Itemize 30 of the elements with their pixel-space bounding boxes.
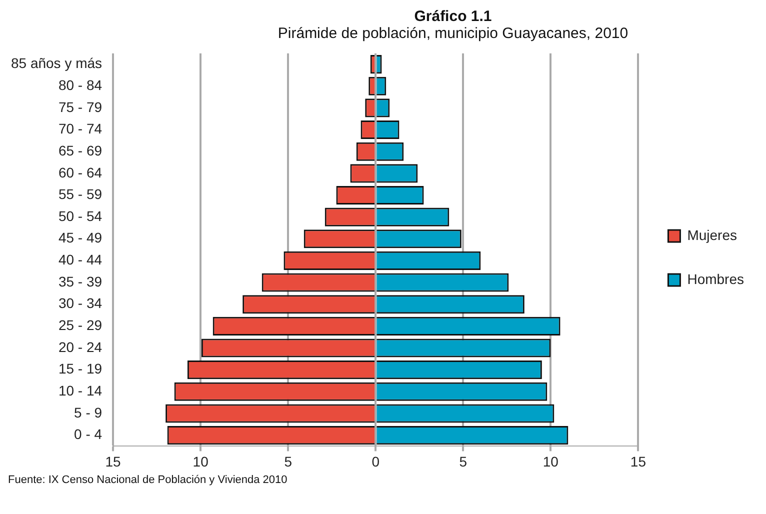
chart-title: Gráfico 1.1 [413,8,493,25]
y-tick-label: 60 - 64 [58,164,102,180]
x-tick-label: 5 [284,453,292,470]
y-tick-label: 35 - 39 [58,273,102,290]
y-tick-label: 45 - 49 [58,230,102,246]
y-tick-label: 0 - 4 [74,426,102,442]
x-tick-label: 15 [630,453,646,470]
y-tick-label: 10 - 14 [58,382,102,399]
y-tick-label: 20 - 24 [58,338,102,355]
y-tick-label: 40 - 44 [58,252,102,268]
source-note: Fuente: IX Censo Nacional de Población y Vivienda 2010 [8,474,288,486]
y-tick-label: 30 - 34 [58,295,102,312]
y-tick-label: 5 - 9 [74,404,102,420]
y-tick-label: 50 - 54 [58,208,102,224]
y-tick-label: 25 - 29 [58,317,102,334]
legend-label: Mujeres [687,226,738,243]
x-tick-label: 15 [105,453,122,470]
x-tick-label: 10 [542,453,559,470]
x-tick-label: 10 [192,453,209,470]
y-tick-label: 80 - 84 [58,76,102,93]
y-tick-label: 75 - 79 [58,98,102,115]
x-tick-label: 5 [459,453,468,470]
y-tick-label: 15 - 19 [58,360,102,377]
y-tick-label: 85 años y más [10,55,102,72]
legend-label: Hombres [687,270,744,287]
chart-subtitle: Pirámide de población, municipio Guayacanes, 2010 [276,25,630,42]
y-tick-label: 55 - 59 [58,186,102,202]
y-tick-label: 70 - 74 [58,120,102,137]
y-tick-label: 65 - 69 [58,142,102,158]
x-tick-label: 0 [372,453,380,470]
